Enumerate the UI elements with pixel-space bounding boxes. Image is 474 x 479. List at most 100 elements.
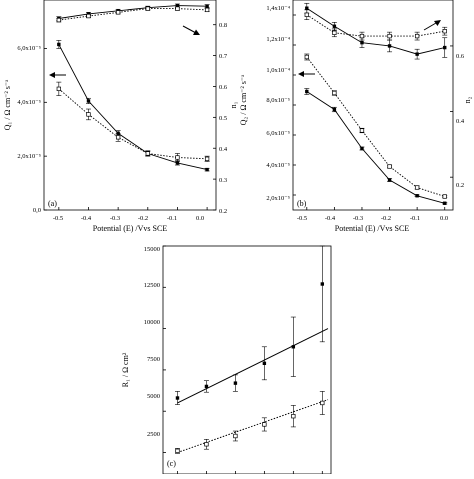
- panel-b: 2,0x10⁻⁵ 4,0x10⁻⁵ 6,0x10⁻⁵ 8,0x10⁻⁵ 1,0x…: [239, 0, 472, 233]
- panel-b-series-1-point: [414, 185, 420, 190]
- panel-c-left-tick: 15000: [144, 246, 160, 253]
- panel-b-x-tick: 0.0: [440, 215, 448, 222]
- panel-a-frame: [43, 0, 217, 211]
- panel-c-series-1-point: [204, 442, 209, 447]
- panel-c-series-1-point: [320, 400, 325, 406]
- panel-a-x-tick: -0.2: [138, 215, 148, 222]
- panel-b-right-ticks: 0.2 0.4 0.6: [456, 53, 465, 189]
- panel-b-series-0-point: [360, 146, 364, 151]
- panel-c-left-tick: 7500: [147, 356, 160, 363]
- panel-c-series-0-point: [291, 345, 296, 349]
- panel-a-label: (a): [48, 199, 57, 208]
- panel-a-left-tick: 0,0: [33, 207, 41, 214]
- panel-b-series-1-point: [359, 128, 365, 133]
- panel-b-right-tick: 0.4: [456, 118, 465, 125]
- panel-b-frame: [292, 0, 454, 211]
- panel-c-series-0-point: [320, 282, 325, 286]
- panel-b-label: (b): [297, 199, 307, 208]
- panel-a-x-tick: -0.4: [81, 215, 92, 222]
- panel-b-left-tick: 6,0x10⁻⁵: [266, 130, 290, 137]
- panel-a-arrow-right: [182, 25, 200, 35]
- panel-a-series-1-point: [115, 135, 121, 140]
- panel-b-right-tick: 0.6: [456, 53, 465, 60]
- panel-a-right-tick: 0.2: [219, 208, 227, 215]
- panel-b-series-3-point: [387, 33, 392, 39]
- panel-b-series-0-point: [332, 107, 337, 112]
- panel-b-x-tick: -0.1: [410, 215, 420, 222]
- panel-b-series-2-point: [360, 40, 364, 45]
- panel-a-series-3-point: [56, 17, 61, 23]
- panel-a-series-3-point: [175, 6, 180, 11]
- panel-a-x-tick: -0.1: [167, 215, 177, 222]
- panel-a: 0,0 2,0x10⁻⁵ 4,0x10⁻⁵ 6,0x10⁻⁵ 0.2 0.3 0…: [3, 0, 238, 233]
- panel-b-series-2-point: [387, 44, 392, 48]
- panel-a-x-axis-label: Potential (E) /Vvs SCE: [93, 224, 168, 233]
- panel-b-x-tick: -0.5: [297, 215, 307, 222]
- panel-b-series-3-point: [359, 33, 365, 39]
- panel-c-series-1-point: [291, 414, 296, 419]
- panel-c-left-ticks: 2500 5000 7500 10000 12500 15000: [144, 246, 160, 438]
- panel-c: 2500 5000 7500 10000 12500 15000 R₁ / Ω …: [121, 245, 332, 475]
- panel-b-series-1-line: [306, 56, 445, 197]
- panel-b-x-tick: -0.4: [325, 215, 336, 222]
- panel-b-left-tick: 4,0x10⁻⁵: [266, 162, 290, 169]
- panel-a-left-tick: 4,0x10⁻⁵: [17, 99, 41, 106]
- panel-a-series-1-point: [175, 155, 180, 160]
- panel-b-arrow-left: [298, 71, 315, 77]
- panel-b-left-tick: 2,0x10⁻⁵: [266, 195, 290, 202]
- panel-a-right-tick: 0.5: [219, 115, 227, 122]
- panel-a-series-1-point: [204, 156, 210, 161]
- panel-b-series-0-point: [415, 194, 419, 198]
- panel-a-series-1-point: [145, 151, 150, 156]
- panel-a-right-tick: 0.4: [219, 146, 228, 153]
- panel-a-x-tick: -0.3: [110, 215, 120, 222]
- panel-b-x-axis-label: Potential (E) /Vvs SCE: [335, 224, 410, 233]
- panel-b-left-axis-label: Q₂ / Ω cm⁻² s⁻ᵃ: [239, 74, 248, 125]
- panel-a-series-2-point: [205, 4, 209, 8]
- panel-b-right-tick: 0.2: [456, 182, 464, 189]
- panel-b-series-3-point: [442, 29, 447, 34]
- panel-a-series-2-point: [175, 3, 180, 8]
- panel-a-series-3-line: [58, 8, 208, 21]
- panel-b-series-0-point: [387, 178, 392, 182]
- panel-b-right-axis-label: n₂: [463, 96, 472, 103]
- panel-c-series-0-point: [204, 384, 209, 389]
- panel-b-series-2-point: [443, 45, 447, 50]
- panel-b-series-3-line: [306, 14, 445, 37]
- panel-a-left-axis-label: Q₁ / Ω cm⁻² s⁻ᵃ: [3, 79, 12, 130]
- panel-c-left-tick: 2500: [147, 431, 160, 438]
- panel-b-left-tick: 1,0x10⁻⁴: [266, 67, 290, 74]
- panel-c-label: (c): [167, 459, 176, 468]
- panel-c-frame: [162, 245, 332, 475]
- panel-a-series-2-line: [58, 5, 208, 19]
- panel-b-series-0-line: [306, 91, 445, 204]
- panel-b-series-1-point: [387, 164, 392, 169]
- panel-a-right-tick: 0.8: [219, 22, 227, 29]
- panel-a-right-tick: 0.6: [219, 84, 228, 91]
- panel-b-series-2-point: [305, 6, 309, 10]
- panel-b-series-0-point: [443, 201, 447, 205]
- panel-c-left-tick: 5000: [147, 393, 160, 400]
- panel-c-left-tick: 10000: [144, 319, 160, 326]
- panel-a-series-3-point: [145, 6, 150, 11]
- panel-a-right-axis-label: n₁: [229, 101, 238, 108]
- panel-b-series-1-point: [304, 54, 309, 60]
- panel-b-left-tick: 1,2x10⁻⁴: [266, 36, 290, 43]
- panel-c-series-0-point: [233, 381, 238, 385]
- panel-a-series-0-line: [58, 44, 208, 171]
- panel-b-arrow-right: [423, 20, 441, 31]
- panel-c-series-0-point: [262, 361, 267, 366]
- panel-a-marks: [56, 3, 210, 172]
- panel-a-left-tick: 2,0x10⁻⁵: [17, 153, 41, 160]
- panel-a-series-0-point: [57, 42, 61, 47]
- panel-c-series-1-point: [175, 448, 180, 454]
- panel-a-series-0-point: [86, 99, 91, 103]
- panel-b-series-3-point: [304, 12, 309, 17]
- panel-b-series-1-point: [332, 90, 337, 96]
- panel-a-series-3-point: [204, 7, 210, 13]
- panel-a-series-1-point: [86, 112, 91, 117]
- panel-b-series-2-point: [332, 24, 337, 28]
- panel-a-series-1-point: [56, 86, 61, 91]
- panel-a-left-ticks: 0,0 2,0x10⁻⁵ 4,0x10⁻⁵ 6,0x10⁻⁵: [17, 45, 41, 214]
- panel-c-series-1-point: [233, 433, 238, 439]
